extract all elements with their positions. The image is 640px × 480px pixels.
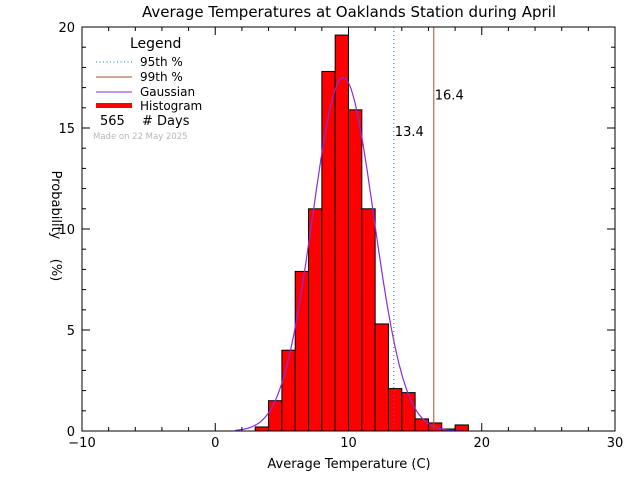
histogram-bar	[308, 208, 323, 432]
y-tick-label: 0	[67, 425, 75, 440]
histogram-bar	[268, 400, 283, 432]
histogram-bar	[361, 208, 376, 432]
legend-label-gaussian: Gaussian	[140, 85, 195, 99]
legend: Legend 95th % 99th % Gaussian Histogram …	[93, 36, 202, 142]
legend-label-95th: 95th %	[140, 55, 183, 69]
y-axis-unit: (%)	[48, 259, 63, 282]
percentile-95-label: 13.4	[395, 125, 424, 140]
made-on-note: Made on 22 May 2025	[93, 132, 188, 142]
x-tick-label: 30	[607, 436, 624, 451]
y-tick-label: 20	[58, 21, 75, 36]
x-tick-label: −10	[68, 436, 95, 451]
legend-label-99th: 99th %	[140, 70, 183, 84]
x-tick-label: 20	[473, 436, 490, 451]
histogram-bar	[281, 349, 296, 432]
legend-label-histogram: Histogram	[140, 99, 202, 113]
percentile-99-label: 16.4	[435, 89, 464, 104]
histogram-bar	[387, 388, 403, 432]
histogram-bar	[334, 34, 349, 432]
histogram-bar	[321, 70, 336, 432]
legend-days-count: 565	[100, 114, 125, 129]
y-axis-label: Probability	[48, 171, 63, 240]
y-tick-label: 15	[58, 122, 75, 137]
y-tick-label: 10	[58, 223, 75, 238]
x-tick-label: 0	[211, 436, 219, 451]
legend-title: Legend	[130, 36, 181, 52]
histogram-bar	[401, 392, 416, 432]
x-tick-label: 10	[340, 436, 357, 451]
x-axis-label: Average Temperature (C)	[267, 457, 430, 472]
chart-title: Average Temperatures at Oaklands Station…	[142, 3, 556, 21]
histogram-bar	[374, 323, 389, 432]
gaussian-curve	[235, 76, 462, 432]
histogram-bar	[414, 418, 429, 432]
histogram-bar	[254, 426, 270, 432]
legend-swatch-histogram	[96, 103, 132, 108]
histogram-bar	[294, 270, 310, 432]
legend-days-label: # Days	[142, 114, 190, 129]
histogram-bar	[348, 109, 363, 432]
y-tick-label: 5	[67, 324, 75, 339]
